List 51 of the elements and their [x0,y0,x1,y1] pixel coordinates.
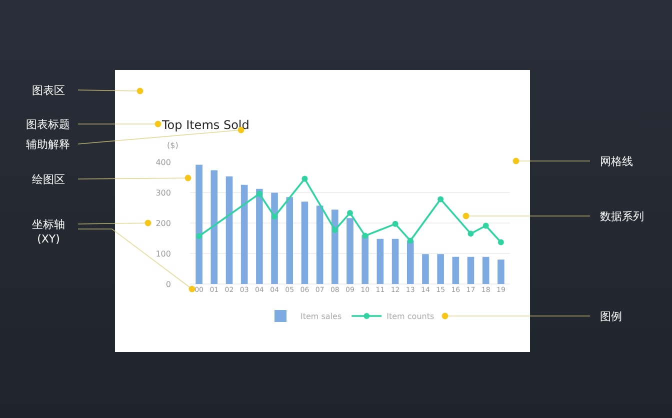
bar [256,188,263,284]
bar [346,218,354,284]
text: 图表标题 [26,118,70,131]
bar [286,197,294,284]
bar [240,184,248,284]
text: 绘图区 [32,173,65,186]
y-tick-label: 400 [156,158,171,167]
chart-title: Top Items Sold [161,118,250,132]
bar [271,192,278,284]
point [272,214,278,220]
text: 网格线 [600,155,633,168]
bar [196,164,202,284]
bar [422,254,429,284]
bar [392,238,399,284]
point [302,176,308,182]
bar [301,202,308,284]
bar [316,206,324,284]
bar [332,210,338,284]
bar [210,170,218,284]
bar [467,256,474,284]
point [468,230,474,237]
text: 辅助解释 [26,138,70,151]
bar [406,240,414,284]
legend-label: Item counts [386,312,434,322]
point [482,222,489,229]
y-tick-label: 0 [166,280,171,289]
point [256,190,262,197]
point [392,220,398,227]
bar [482,256,490,284]
text: 图表区 [32,84,65,97]
legend-label: Item sales [300,312,342,322]
y-axis-title: ($) [167,141,178,150]
bar [226,176,233,284]
text: 数据系列 [600,210,644,223]
point [498,239,504,246]
y-tick-label: 100 [156,249,171,258]
point [347,210,353,216]
bar [498,260,504,284]
text: 图例 [600,310,622,323]
point [196,233,202,240]
y-tick-label: 300 [156,188,171,198]
bar [452,256,460,284]
point [407,238,414,244]
bar [362,235,368,284]
point [362,232,368,239]
text: 坐标轴 (XY) [32,218,65,246]
y-tick-label: 200 [156,218,171,228]
point [332,227,338,234]
bar [437,254,444,284]
point [438,196,444,202]
bar [376,238,384,284]
